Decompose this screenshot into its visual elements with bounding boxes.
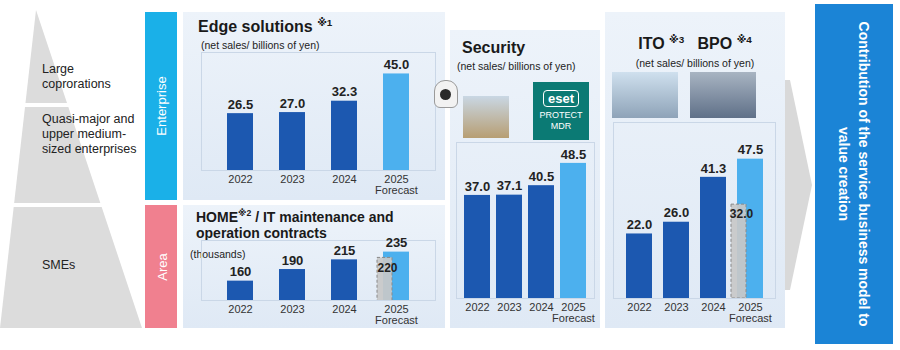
html-text:Enterprise: Enterprise	[153, 76, 169, 136]
svg-text:190: 190	[282, 253, 304, 268]
html-text:Large coprorations: Large coprorations	[42, 62, 111, 91]
svg-text:32.0: 32.0	[730, 207, 754, 221]
svg-text:37.1: 37.1	[497, 178, 522, 193]
svg-text:48.5: 48.5	[561, 147, 586, 162]
svg-text:2024: 2024	[332, 303, 356, 315]
svg-text:2024: 2024	[332, 173, 356, 185]
svg-text:2024: 2024	[701, 301, 725, 313]
svg-text:2023: 2023	[497, 301, 521, 313]
svg-text:2023: 2023	[664, 301, 688, 313]
svg-text:40.5: 40.5	[529, 169, 554, 184]
html-text:(net sales/ billions of yen): (net sales/ billions of yen)	[201, 39, 320, 51]
svg-text:220: 220	[377, 261, 397, 275]
svg-text:2023: 2023	[280, 173, 304, 185]
svg-text:2024: 2024	[529, 301, 553, 313]
svg-text:160: 160	[230, 264, 252, 279]
html-text:ITO※3BPO※4: ITO※3BPO※4	[638, 34, 752, 53]
svg-text:2023: 2023	[280, 303, 304, 315]
svg-text:2022: 2022	[627, 301, 651, 313]
html-text:(net sales/ billions of yen): (net sales/ billions of yen)	[635, 57, 755, 69]
html-text:eset: eset	[548, 91, 574, 106]
svg-text:235: 235	[386, 235, 408, 250]
html-text:SMEs: SMEs	[42, 258, 76, 272]
svg-text:2022: 2022	[228, 173, 252, 185]
svg-text:45.0: 45.0	[384, 57, 409, 72]
svg-text:32.3: 32.3	[332, 84, 357, 99]
html-text:(thousands): (thousands)	[190, 248, 246, 260]
html-text:Edge solutions※1: Edge solutions※1	[198, 17, 333, 36]
svg-text:26.0: 26.0	[664, 205, 689, 220]
svg-text:2022: 2022	[465, 301, 489, 313]
svg-text:22.0: 22.0	[627, 217, 652, 232]
svg-text:2025Forecast: 2025Forecast	[375, 173, 418, 196]
html-text:Quasi-major and upper medium-s: Quasi-major and upper medium-sized enter…	[42, 112, 137, 156]
html-text:(net sales/ billions of yen): (net sales/ billions of yen)	[457, 60, 576, 72]
html-text:Area: Area	[153, 252, 169, 281]
svg-text:27.0: 27.0	[280, 96, 305, 111]
html-text:Security: Security	[462, 39, 526, 56]
svg-text:215: 215	[334, 243, 356, 258]
html-text:HOME※2/ IT maintenance and ope: HOME※2/ IT maintenance and operation con…	[196, 208, 394, 242]
svg-text:41.3: 41.3	[701, 161, 726, 176]
svg-text:2025Forecast: 2025Forecast	[552, 301, 595, 324]
svg-text:37.0: 37.0	[465, 179, 490, 194]
html-text:PROTECT: PROTECT	[539, 110, 583, 120]
html-text:MDR: MDR	[550, 121, 572, 131]
svg-text:26.5: 26.5	[228, 97, 253, 112]
svg-text:2025Forecast: 2025Forecast	[729, 301, 772, 324]
svg-text:47.5: 47.5	[738, 142, 763, 157]
svg-text:2025Forecast: 2025Forecast	[375, 303, 418, 326]
html-text:Contribution of the service bu: Contribution of the service business mod…	[836, 21, 872, 327]
svg-text:2022: 2022	[228, 303, 252, 315]
